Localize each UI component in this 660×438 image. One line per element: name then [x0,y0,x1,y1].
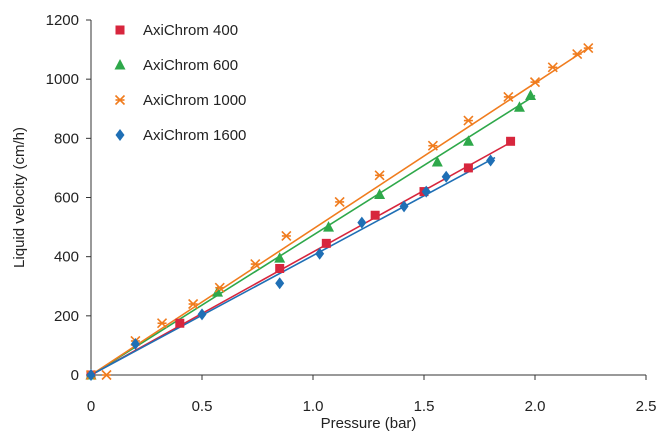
data-point-series-3 [529,77,541,88]
data-point-series-4 [315,247,325,260]
data-point-series-2 [525,89,537,100]
data-point-series-3 [156,318,168,329]
data-point-series-2 [274,252,286,263]
data-point-series-3 [281,230,292,242]
data-point-series-4 [197,308,207,321]
data-point-series-3 [250,258,261,270]
y-tick-label: 0 [71,367,79,384]
data-point-series-1 [506,136,516,146]
data-point-series-4 [441,170,451,183]
data-point-series-3 [334,196,345,208]
data-point-series-2 [323,221,335,232]
fit-line-series-2 [90,94,536,376]
data-point-series-3 [214,282,225,293]
y-tick-label: 600 [54,190,79,207]
legend-label: AxiChrom 600 [143,57,238,74]
data-point-series-3 [503,91,514,102]
data-point-series-2 [374,188,386,200]
fit-line-series-1 [90,140,514,376]
data-point-series-4 [275,277,285,290]
data-point-series-2 [212,286,224,297]
x-tick-label: 0.5 [192,398,213,415]
data-point-series-4 [357,216,367,229]
y-tick-label: 400 [54,249,79,266]
legend-label: AxiChrom 400 [143,22,238,39]
data-point-series-1 [463,163,473,173]
data-point-series-3 [427,140,438,151]
data-point-series-3 [463,115,474,126]
y-ticks: 0 200 400 600 800 1000 1200 [46,12,91,384]
data-point-series-3 [583,43,594,54]
data-point-series-3 [188,298,199,310]
x-ticks: 0 0.5 1.0 1.5 2.0 2.5 [87,375,657,415]
legend-label: AxiChrom 1000 [143,92,246,109]
data-point-series-4 [421,185,431,198]
data-point-series-1 [321,238,331,248]
data-point-series-1 [175,318,185,328]
x-tick-label: 2.5 [636,398,657,415]
x-axis-label: Pressure (bar) [321,415,417,432]
data-point-series-1 [275,264,285,273]
data-point-series-2 [431,156,443,167]
data-point-series-1 [370,210,380,220]
data-point-series-2 [513,101,525,112]
y-tick-label: 1000 [46,71,79,88]
x-tick-label: 1.5 [414,398,435,415]
data-point-series-3 [547,62,558,73]
data-point-series-4 [486,154,496,167]
fit-line-series-4 [90,156,496,376]
y-tick-label: 800 [54,130,79,147]
legend-marker [114,59,126,70]
legend-label: AxiChrom 1600 [143,127,246,144]
legend-marker [115,25,125,35]
data-point-series-4 [399,200,409,213]
legend-marker [114,94,126,106]
x-tick-label: 2.0 [525,398,546,415]
legend-marker [115,129,125,141]
y-tick-label: 200 [54,308,79,325]
data-point-series-2 [462,135,474,146]
data-point-series-4 [86,369,96,381]
y-tick-label: 1200 [46,12,79,29]
data-point-series-3 [374,170,385,181]
data-point-series-3 [572,48,583,60]
data-point-series-4 [130,337,140,350]
x-tick-label: 0 [87,398,95,415]
data-points [85,43,594,381]
data-point-series-3 [101,369,112,381]
x-tick-label: 1.0 [303,398,324,415]
legend: AxiChrom 400 AxiChrom 600 AxiChrom 1000 Axi… [114,22,246,144]
y-axis-label: Liquid velocity (cm/h) [11,127,28,268]
fit-line-series-3 [90,45,591,376]
